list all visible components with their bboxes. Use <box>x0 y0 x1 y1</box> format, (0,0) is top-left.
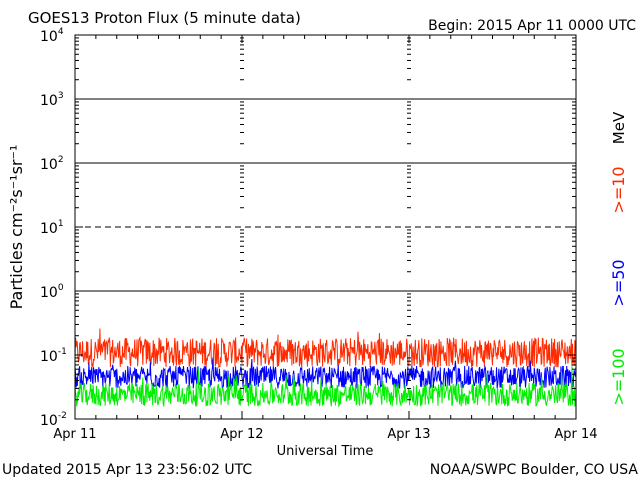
x-tick-label: Apr 14 <box>554 427 597 442</box>
chart-title: GOES13 Proton Flux (5 minute data) <box>28 9 301 27</box>
energy-legend: MeV >=10 >=50 >=100 <box>609 111 628 406</box>
credit-label: NOAA/SWPC Boulder, CO USA <box>430 462 639 478</box>
y-tick-label: 101 <box>40 219 64 237</box>
axis-ticks <box>74 35 577 420</box>
y-tick-label: 10-1 <box>40 347 67 365</box>
x-tick-label: Apr 13 <box>387 427 430 442</box>
legend-unit-label: MeV <box>610 111 628 144</box>
y-tick-label: 103 <box>40 91 64 109</box>
x-axis-label: Universal Time <box>277 444 374 459</box>
y-tick-label: 102 <box>40 155 64 173</box>
series-layer <box>74 328 577 408</box>
series-line <box>74 357 577 389</box>
x-tick-label: Apr 11 <box>53 427 96 442</box>
legend-entry: >=10 <box>609 166 628 213</box>
x-tick-label: Apr 12 <box>220 427 263 442</box>
legend-entry: >=50 <box>609 259 628 306</box>
y-axis-label: Particles cm⁻²s⁻¹sr⁻¹ <box>7 145 26 310</box>
series-line <box>74 366 577 408</box>
x-tick-labels: Apr 11 Apr 12 Apr 13 Apr 14 <box>53 427 597 442</box>
begin-date-label: Begin: 2015 Apr 11 0000 UTC <box>428 18 636 34</box>
updated-timestamp: Updated 2015 Apr 13 23:56:02 UTC <box>2 462 252 478</box>
plot-frame <box>74 34 577 420</box>
threshold-lines <box>75 98 576 292</box>
legend-entry: >=100 <box>609 348 628 405</box>
y-tick-label: 10-2 <box>40 411 67 429</box>
series-line <box>74 328 577 368</box>
y-tick-labels: 10-2 10-1 100 101 102 103 104 <box>40 27 67 429</box>
y-tick-label: 100 <box>40 283 64 301</box>
y-tick-label: 104 <box>40 27 64 45</box>
